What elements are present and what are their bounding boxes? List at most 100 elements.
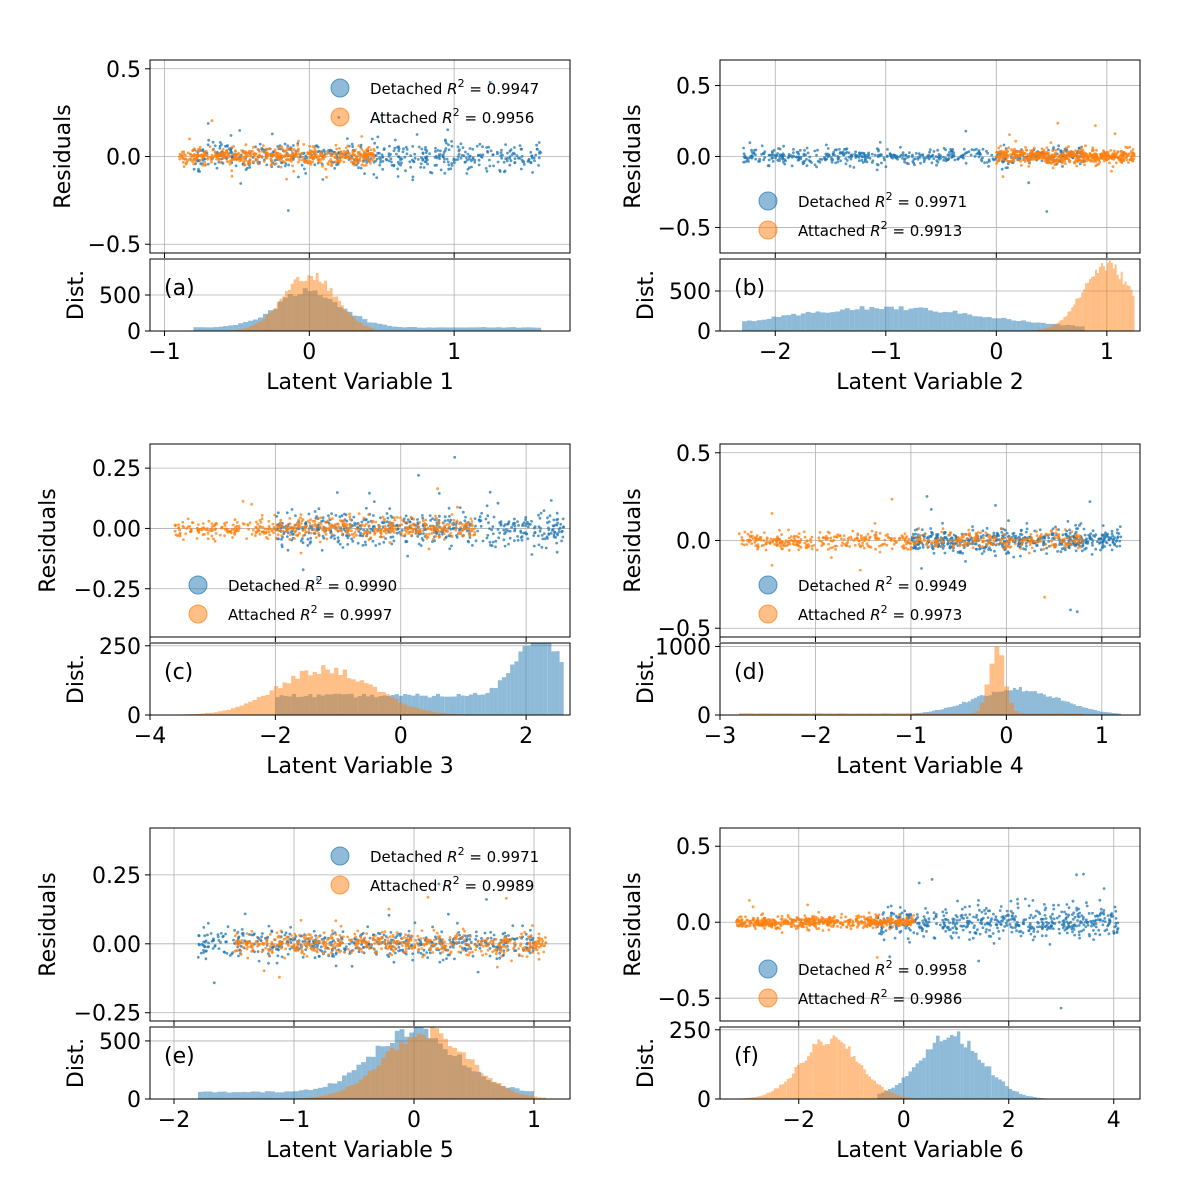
scatter-point-attached <box>986 544 989 547</box>
scatter-point-attached <box>771 564 774 567</box>
scatter-point-detached <box>402 150 405 153</box>
scatter-point-attached <box>428 548 431 551</box>
scatter-point-attached <box>269 148 272 151</box>
scatter-point-attached <box>288 517 291 520</box>
scatter-point-attached <box>959 543 962 546</box>
hist-bar-detached <box>511 327 516 331</box>
scatter-point-detached <box>422 539 425 542</box>
scatter-point-attached <box>993 540 996 543</box>
scatter-point-attached <box>830 556 833 559</box>
hist-bar-attached <box>1060 320 1062 331</box>
scatter-point-detached <box>506 152 509 155</box>
scatter-point-detached <box>1007 519 1010 522</box>
scatter-point-attached <box>289 527 292 530</box>
scatter-point-detached <box>828 154 831 157</box>
scatter-point-attached <box>231 536 234 539</box>
hist-bar-detached <box>442 327 447 331</box>
scatter-point-attached <box>245 143 248 146</box>
scatter-point-attached <box>313 532 316 535</box>
scatter-point-attached <box>234 153 237 156</box>
scatter-point-detached <box>987 548 990 551</box>
scatter-point-attached <box>437 521 440 524</box>
scatter-point-attached <box>1077 547 1080 550</box>
dist-histograms <box>193 273 541 331</box>
scatter-point-detached <box>375 176 378 179</box>
hist-bar-detached <box>958 314 963 331</box>
scatter-point-detached <box>985 150 988 153</box>
scatter-point-attached <box>352 151 355 154</box>
scatter-point-attached <box>1000 150 1003 153</box>
scatter-point-attached <box>365 149 368 152</box>
scatter-point-detached <box>864 154 867 157</box>
scatter-point-detached <box>389 153 392 156</box>
hist-bar-detached <box>543 642 547 715</box>
scatter-point-attached <box>1028 552 1031 555</box>
scatter-point-attached <box>317 517 320 520</box>
hist-bar-attached <box>1061 320 1063 331</box>
scatter-point-detached <box>284 143 287 146</box>
hist-bar-detached <box>894 309 899 331</box>
scatter-point-detached <box>520 148 523 151</box>
scatter-point-detached <box>509 537 512 540</box>
scatter-point-attached <box>222 155 225 158</box>
scatter-point-attached <box>343 150 346 153</box>
scatter-point-attached <box>182 150 185 153</box>
scatter-point-attached <box>370 149 373 152</box>
scatter-point-attached <box>451 513 454 516</box>
scatter-point-attached <box>258 150 261 153</box>
scatter-point-attached <box>324 156 327 159</box>
scatter-point-detached <box>216 167 219 170</box>
scatter-point-attached <box>875 531 878 534</box>
residual-y-tick-label: 0.00 <box>92 517 141 542</box>
scatter-point-attached <box>1022 158 1025 161</box>
scatter-point-attached <box>443 538 446 541</box>
scatter-point-detached <box>858 159 861 162</box>
scatter-point-detached <box>493 516 496 519</box>
scatter-point-detached <box>1036 544 1039 547</box>
scatter-point-detached <box>780 154 783 157</box>
residual-y-tick-label: 0.5 <box>676 75 711 100</box>
scatter-point-detached <box>933 552 936 555</box>
scatter-point-attached <box>355 534 358 537</box>
scatter-point-attached <box>1042 156 1045 159</box>
scatter-point-detached <box>874 154 877 157</box>
scatter-point-attached <box>301 519 304 522</box>
scatter-point-attached <box>920 541 923 544</box>
scatter-point-attached <box>1077 540 1080 543</box>
scatter-point-attached <box>827 548 830 551</box>
hist-bar-attached <box>270 690 274 715</box>
scatter-point-detached <box>805 158 808 161</box>
scatter-point-attached <box>395 528 398 531</box>
residual-y-tick-label: 0.5 <box>106 58 141 83</box>
legend-label-detached: Detached R2 = 0.9949 <box>798 574 967 595</box>
scatter-point-attached <box>1030 533 1033 536</box>
hist-bar-attached <box>1087 283 1089 331</box>
scatter-point-attached <box>796 535 799 538</box>
scatter-point-attached <box>298 159 301 162</box>
hist-bar-attached <box>343 670 347 716</box>
scatter-point-detached <box>517 539 520 542</box>
scatter-point-attached <box>912 535 915 538</box>
scatter-point-detached <box>971 148 974 151</box>
hist-bar-detached <box>1049 696 1052 715</box>
scatter-point-detached <box>1103 545 1106 548</box>
scatter-point-attached <box>899 537 902 540</box>
scatter-point-detached <box>386 512 389 515</box>
scatter-point-attached <box>428 533 431 536</box>
scatter-point-attached <box>300 513 303 516</box>
scatter-point-detached <box>503 525 506 528</box>
scatter-point-detached <box>492 165 495 168</box>
scatter-point-detached <box>521 155 524 158</box>
scatter-point-attached <box>462 535 465 538</box>
dist-y-tick-label: 0 <box>697 320 711 345</box>
scatter-point-detached <box>996 532 999 535</box>
scatter-point-detached <box>839 159 842 162</box>
scatter-point-attached <box>250 503 253 506</box>
scatter-point-detached <box>982 148 985 151</box>
scatter-point-detached <box>951 155 954 158</box>
scatter-point-attached <box>335 161 338 164</box>
scatter-point-attached <box>189 153 192 156</box>
scatter-point-detached <box>412 176 415 179</box>
legend-label-detached: Detached R2 = 0.9990 <box>228 574 397 595</box>
